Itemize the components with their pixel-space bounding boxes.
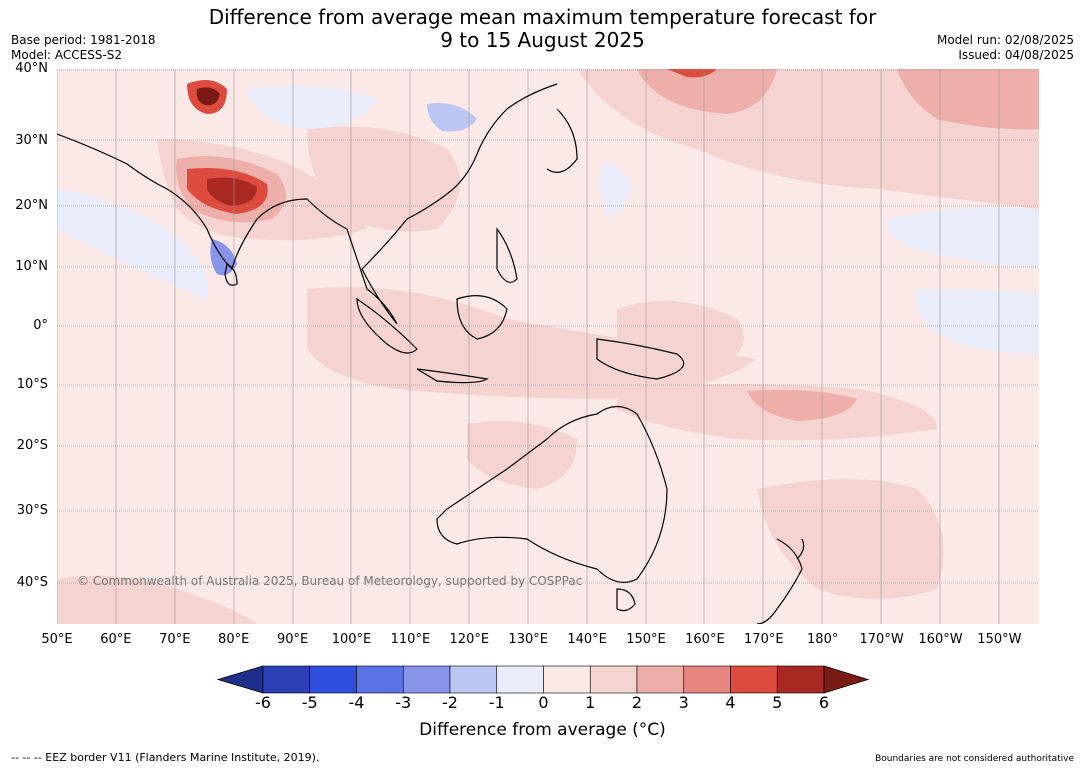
coastline-asia (57, 83, 558, 325)
anomaly-region-tibet-cool (247, 85, 377, 129)
copyright-text: © Commonwealth of Australia 2025, Bureau… (77, 574, 583, 588)
coastlines (57, 83, 805, 624)
colorbar-tick-label: 6 (818, 693, 830, 712)
lon-label: 160°W (918, 632, 963, 647)
map-title-line2: 9 to 15 August 2025 (440, 28, 645, 52)
lon-label: 140°E (567, 632, 607, 647)
colorbar-tick-label: 2 (631, 693, 643, 712)
model-run-text: Model run: 02/08/2025 (936, 33, 1074, 47)
coastline-new-guinea (596, 338, 685, 380)
colorbar-segment (636, 665, 685, 694)
anomaly-regions (57, 69, 1039, 624)
colorbar-tick-label: 3 (678, 693, 689, 712)
meridians (57, 69, 1000, 624)
anomaly-region-small-cool-east (600, 164, 632, 215)
anomaly-region-tasman (757, 479, 944, 599)
coastline-sumatra (356, 297, 418, 354)
issued-text: Issued: 04/08/2025 (958, 48, 1074, 62)
lat-label-40n: 40°N (15, 61, 48, 76)
colorbar-title: Difference from average (°C) (419, 720, 666, 740)
colorbar (216, 665, 870, 694)
colorbar-segment (683, 665, 731, 694)
colorbar-tick-label: 0 (538, 693, 549, 712)
anomaly-region-arabia-cool (57, 189, 209, 299)
colorbar-segment (496, 665, 544, 694)
coastline-new-zealand (756, 538, 805, 624)
colorbar-tick-label: -4 (348, 693, 365, 712)
colorbar-tick-label: 1 (585, 693, 596, 712)
anomaly-region-india-core2 (207, 177, 257, 206)
colorbar-segment (589, 665, 638, 694)
colorbar-segment (776, 665, 825, 694)
coastline-srilanka (224, 263, 238, 286)
colorbar-extend-high (823, 665, 870, 694)
colorbar-tick-label: 5 (772, 693, 783, 712)
coastline-java (416, 368, 489, 384)
anomaly-region-north-pacific-strong (897, 69, 1039, 130)
lon-label: 80°E (218, 632, 250, 647)
coastline-borneo (456, 295, 508, 340)
anomaly-region-china-cool (427, 103, 477, 132)
lat-label-10n: 10°N (15, 259, 48, 274)
colorbar-tick-label: -2 (442, 693, 458, 712)
anomaly-region-south-indian (57, 575, 257, 624)
lon-label: 60°E (100, 632, 132, 647)
lon-label: 170°E (744, 632, 784, 647)
anomaly-region-east-pacific-cool (887, 207, 1039, 269)
lon-label: 170°W (859, 632, 904, 647)
lat-label-10s: 10°S (16, 377, 48, 392)
graticule (57, 69, 1039, 584)
coastline-philippines (496, 227, 518, 283)
lat-label-30s: 30°S (16, 503, 48, 518)
colorbar-segment (402, 665, 451, 694)
anomaly-region-equatorial-cool (916, 289, 1039, 354)
lon-label: 130°E (508, 632, 548, 647)
model-text: Model: ACCESS-S2 (11, 48, 123, 62)
lat-label-30n: 30°N (15, 133, 48, 148)
anomaly-region-himalaya-core (196, 87, 220, 106)
lon-label: 90°E (276, 632, 309, 647)
anomaly-region-pacific-core (667, 69, 717, 78)
anomaly-region-west-pacific (617, 301, 744, 369)
lat-label-40s: 40°S (16, 575, 48, 590)
colorbar-extend-low (216, 665, 264, 694)
lon-label: 110°E (390, 632, 431, 647)
colorbar-segment (730, 665, 778, 694)
colorbar-segment (449, 665, 498, 694)
lon-label: 180° (807, 632, 839, 647)
base-period-text: Base period: 1981-2018 (11, 33, 156, 47)
colorbar-tick-label: 4 (725, 693, 736, 712)
colorbar-tick-label: -1 (488, 693, 505, 712)
temperature-anomaly-map (57, 69, 1039, 624)
eez-border-note: -- -- -- EEZ border V11 (Flanders Marine… (11, 751, 320, 764)
lat-label-20s: 20°S (16, 438, 48, 453)
coastline-japan (546, 108, 578, 173)
colorbar-segment (309, 665, 357, 694)
boundary-disclaimer: Boundaries are not considered authoritat… (875, 754, 1074, 764)
lon-label: 70°E (159, 632, 191, 647)
lon-label: 50°E (41, 632, 73, 647)
anomaly-region-china (307, 126, 460, 232)
anomaly-region-coral-sea-strong (747, 390, 857, 421)
lon-label: 150°W (977, 632, 1022, 647)
colorbar-tick-label: -3 (395, 693, 412, 712)
colorbar-segment (356, 665, 404, 694)
anomaly-region-central-australia (467, 421, 577, 489)
lat-label-0: 0° (33, 318, 48, 333)
anomaly-region-north-pacific-inner (637, 69, 777, 114)
lon-label: 120°E (449, 632, 490, 647)
colorbar-segment (262, 665, 311, 694)
colorbar-tick-label: -6 (255, 693, 271, 712)
lon-label: 160°E (685, 632, 725, 647)
lon-label: 150°E (626, 632, 666, 647)
lon-label: 100°E (331, 632, 372, 647)
meta-left: Base period: 1981-2018 Model: ACCESS-S2 (11, 33, 156, 63)
colorbar-tick-label: -5 (301, 693, 318, 712)
coastline-tasmania (616, 588, 636, 612)
meta-right: Model run: 02/08/2025 Issued: 04/08/2025 (937, 33, 1074, 63)
map-title-line1: Difference from average mean maximum tem… (208, 5, 877, 29)
colorbar-segment (543, 665, 591, 694)
lat-label-20n: 20°N (15, 198, 48, 213)
coastline-australia (436, 405, 668, 583)
